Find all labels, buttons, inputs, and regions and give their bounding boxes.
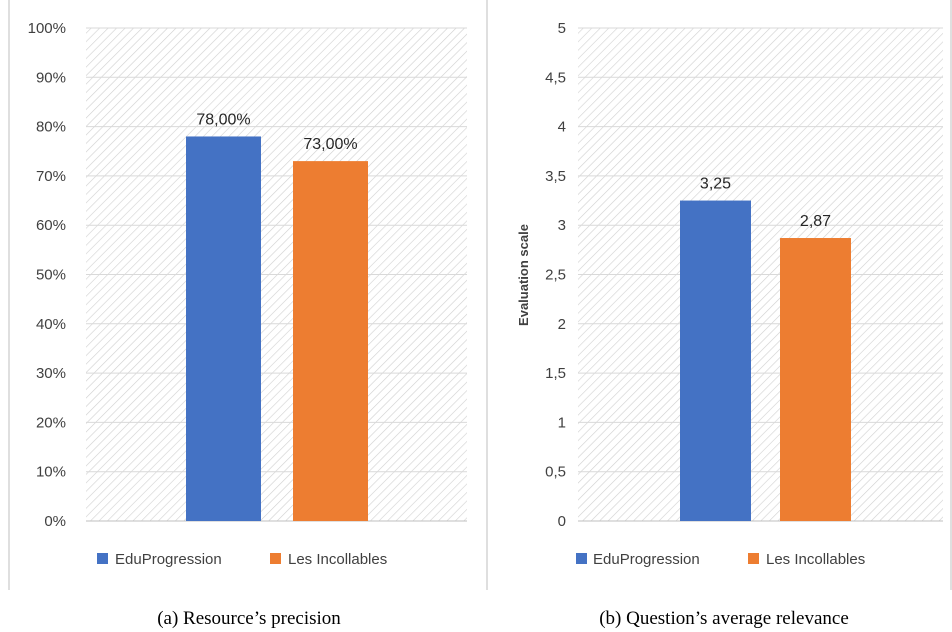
legend-swatch-incollables-b (748, 553, 759, 564)
bar-eduprogression (186, 136, 261, 521)
legend-label-eduprogression-a: EduProgression (115, 551, 222, 568)
bar-les-incollables (780, 238, 851, 521)
data-label: 2,87 (800, 213, 831, 230)
y-tick-label: 30% (36, 365, 66, 382)
y-tick-label: 20% (36, 414, 66, 431)
y-axis-label-b: Evaluation scale (516, 224, 531, 326)
gridlines-b (578, 27, 943, 522)
caption-b: (b) Question’s average relevance (599, 608, 849, 629)
y-tick-label: 5 (558, 20, 566, 37)
y-tick-label: 3 (558, 217, 566, 234)
y-tick-label: 2,5 (545, 267, 566, 284)
y-tick-label: 3,5 (545, 168, 566, 185)
legend-swatch-eduprogression-b (576, 553, 587, 564)
data-label: 73,00% (303, 136, 357, 153)
data-label: 3,25 (700, 176, 731, 193)
legend-swatch-incollables-a (270, 553, 281, 564)
legend-b: EduProgression Les Incollables (576, 551, 865, 568)
y-tick-label: 10% (36, 464, 66, 481)
y-tick-label: 2 (558, 316, 566, 333)
y-tick-label: 40% (36, 316, 66, 333)
chart-panel-b: 0 0,5 1 1,5 2 2,5 3 3,5 4 4,5 5 3,25 2,87 Evaluatio… (516, 20, 943, 629)
bar-eduprogression (680, 200, 751, 522)
y-tick-labels-b: 0 0,5 1 1,5 2 2,5 3 3,5 4 4,5 5 (545, 20, 566, 530)
y-tick-label: 50% (36, 267, 66, 284)
y-tick-label: 0% (44, 513, 66, 530)
y-tick-label: 100% (28, 20, 66, 37)
gridlines-a (86, 27, 467, 522)
caption-a: (a) Resource’s precision (157, 608, 341, 629)
y-tick-label: 4,5 (545, 69, 566, 86)
data-label: 78,00% (196, 111, 250, 128)
bars-b (680, 200, 851, 522)
legend-a: EduProgression Les Incollables (97, 551, 387, 568)
y-tick-label: 60% (36, 217, 66, 234)
y-tick-label: 70% (36, 168, 66, 185)
legend-swatch-eduprogression-a (97, 553, 108, 564)
y-tick-labels-a: 0% 10% 20% 30% 40% 50% 60% 70% 80% 90% 100% (28, 20, 66, 530)
data-labels-b: 3,25 2,87 (700, 176, 831, 230)
legend-label-incollables-b: Les Incollables (766, 551, 865, 568)
y-tick-label: 0 (558, 513, 566, 530)
legend-label-incollables-a: Les Incollables (288, 551, 387, 568)
legend-label-eduprogression-b: EduProgression (593, 551, 700, 568)
bars-a (186, 136, 368, 522)
y-tick-label: 4 (558, 119, 566, 136)
chart-panel-a: 0% 10% 20% 30% 40% 50% 60% 70% 80% 90% 100% 78,00%… (28, 20, 467, 629)
y-tick-label: 1,5 (545, 365, 566, 382)
y-tick-label: 90% (36, 69, 66, 86)
y-tick-label: 0,5 (545, 464, 566, 481)
bar-les-incollables (293, 161, 368, 522)
data-labels-a: 78,00% 73,00% (196, 111, 357, 153)
y-tick-label: 80% (36, 119, 66, 136)
y-tick-label: 1 (558, 414, 566, 431)
